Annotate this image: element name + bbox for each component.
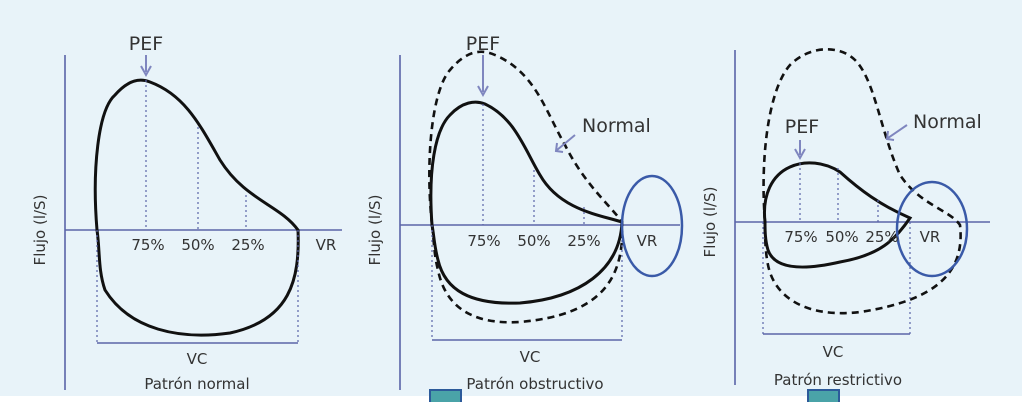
- vr-highlight-circle: [620, 174, 684, 278]
- normal-arrow-icon: [885, 124, 908, 141]
- flow-loop: [93, 78, 300, 337]
- pef-arrow-icon: [140, 55, 152, 78]
- pef-arrow-icon: [477, 55, 489, 98]
- normal-label: Normal: [913, 111, 982, 133]
- pef-label: PEF: [466, 33, 500, 55]
- pct-50: 50%: [517, 232, 550, 250]
- pef-label: PEF: [785, 116, 819, 138]
- pct-25: 25%: [567, 232, 600, 250]
- flow-loop: [762, 161, 913, 269]
- panel-restrictive: PEF Normal 75% 50% 25% VR VC Patrón rest…: [701, 48, 990, 389]
- panel-title: Patrón normal: [144, 375, 249, 393]
- pct-75: 75%: [467, 232, 500, 250]
- vr-highlight-circle: [895, 180, 969, 278]
- normal-arrow-icon: [554, 134, 576, 153]
- panel-obstructive: PEF Normal 75% 50% 25% VR VC Patrón obst…: [366, 33, 684, 393]
- vr-label: VR: [637, 232, 658, 250]
- flow-loop: [429, 100, 624, 305]
- pct-25: 25%: [231, 236, 264, 254]
- pct-75: 75%: [784, 228, 817, 246]
- marker-square: [807, 389, 840, 402]
- vc-label: VC: [187, 350, 208, 368]
- vc-label: VC: [520, 348, 541, 366]
- panel-title: Patrón restrictivo: [774, 371, 902, 389]
- vr-label: VR: [316, 236, 337, 254]
- vr-label: VR: [920, 228, 941, 246]
- normal-loop: [428, 50, 624, 324]
- panel-title: Patrón obstructivo: [466, 375, 603, 393]
- pct-50: 50%: [825, 228, 858, 246]
- pef-arrow-icon: [794, 140, 806, 161]
- pct-25: 25%: [865, 228, 898, 246]
- pct-50: 50%: [181, 236, 214, 254]
- y-axis-label: Flujo (l/S): [701, 187, 719, 258]
- pef-label: PEF: [129, 33, 163, 55]
- pct-75: 75%: [131, 236, 164, 254]
- vc-label: VC: [823, 343, 844, 361]
- normal-loop: [762, 48, 962, 315]
- y-axis-label: Flujo (l/S): [366, 195, 384, 266]
- normal-label: Normal: [582, 115, 651, 137]
- panel-normal: PEF 75% 50% 25% VR VC Patrón normal Fluj…: [31, 33, 342, 393]
- y-axis-label: Flujo (l/S): [31, 195, 49, 266]
- marker-square: [429, 389, 462, 402]
